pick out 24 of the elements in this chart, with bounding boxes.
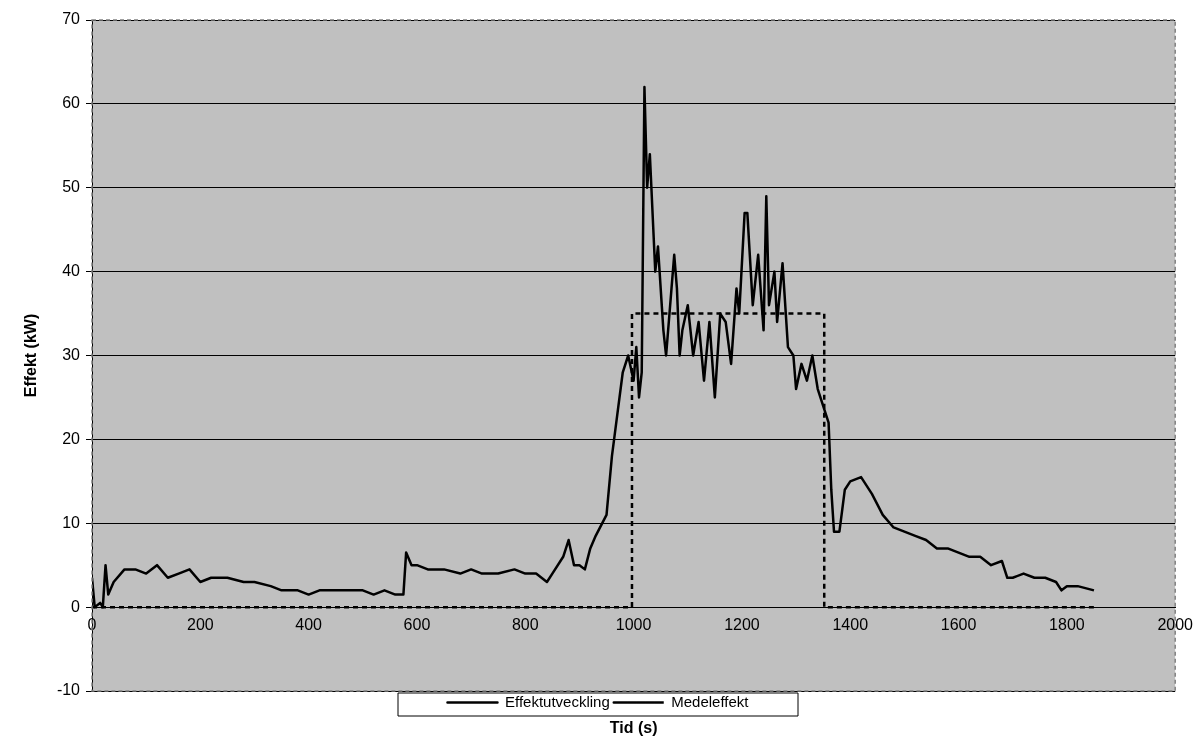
x-tick-label: 1000	[615, 616, 652, 634]
x-tick-label: 600	[403, 616, 431, 634]
x-tick-label: 1600	[940, 616, 977, 634]
y-tick-label: 10	[62, 513, 81, 531]
x-tick-label: 400	[295, 616, 323, 634]
x-tick-label: 200	[186, 616, 214, 634]
y-tick-label: 0	[71, 597, 81, 615]
x-tick-label: 0	[87, 616, 97, 634]
x-tick-label: 1200	[724, 616, 760, 634]
y-tick-label: 30	[62, 345, 81, 363]
x-tick-label: 1800	[1049, 616, 1085, 634]
legend-label: Medeleffekt	[671, 692, 750, 710]
y-axis-title: Effekt (kW)	[22, 313, 40, 398]
y-tick-label: 50	[62, 178, 81, 196]
y-tick-label: 40	[62, 262, 81, 280]
x-axis-title: Tid (s)	[609, 719, 658, 737]
x-tick-label: 2000	[1157, 616, 1194, 634]
y-tick-label: 60	[62, 94, 81, 112]
y-tick-label: 70	[62, 10, 81, 28]
x-tick-label: 1400	[832, 616, 869, 634]
legend-label: Effektutveckling	[504, 692, 610, 710]
x-tick-label: 800	[511, 616, 539, 634]
y-tick-label: 20	[62, 429, 81, 447]
y-tick-label: -10	[56, 681, 81, 699]
